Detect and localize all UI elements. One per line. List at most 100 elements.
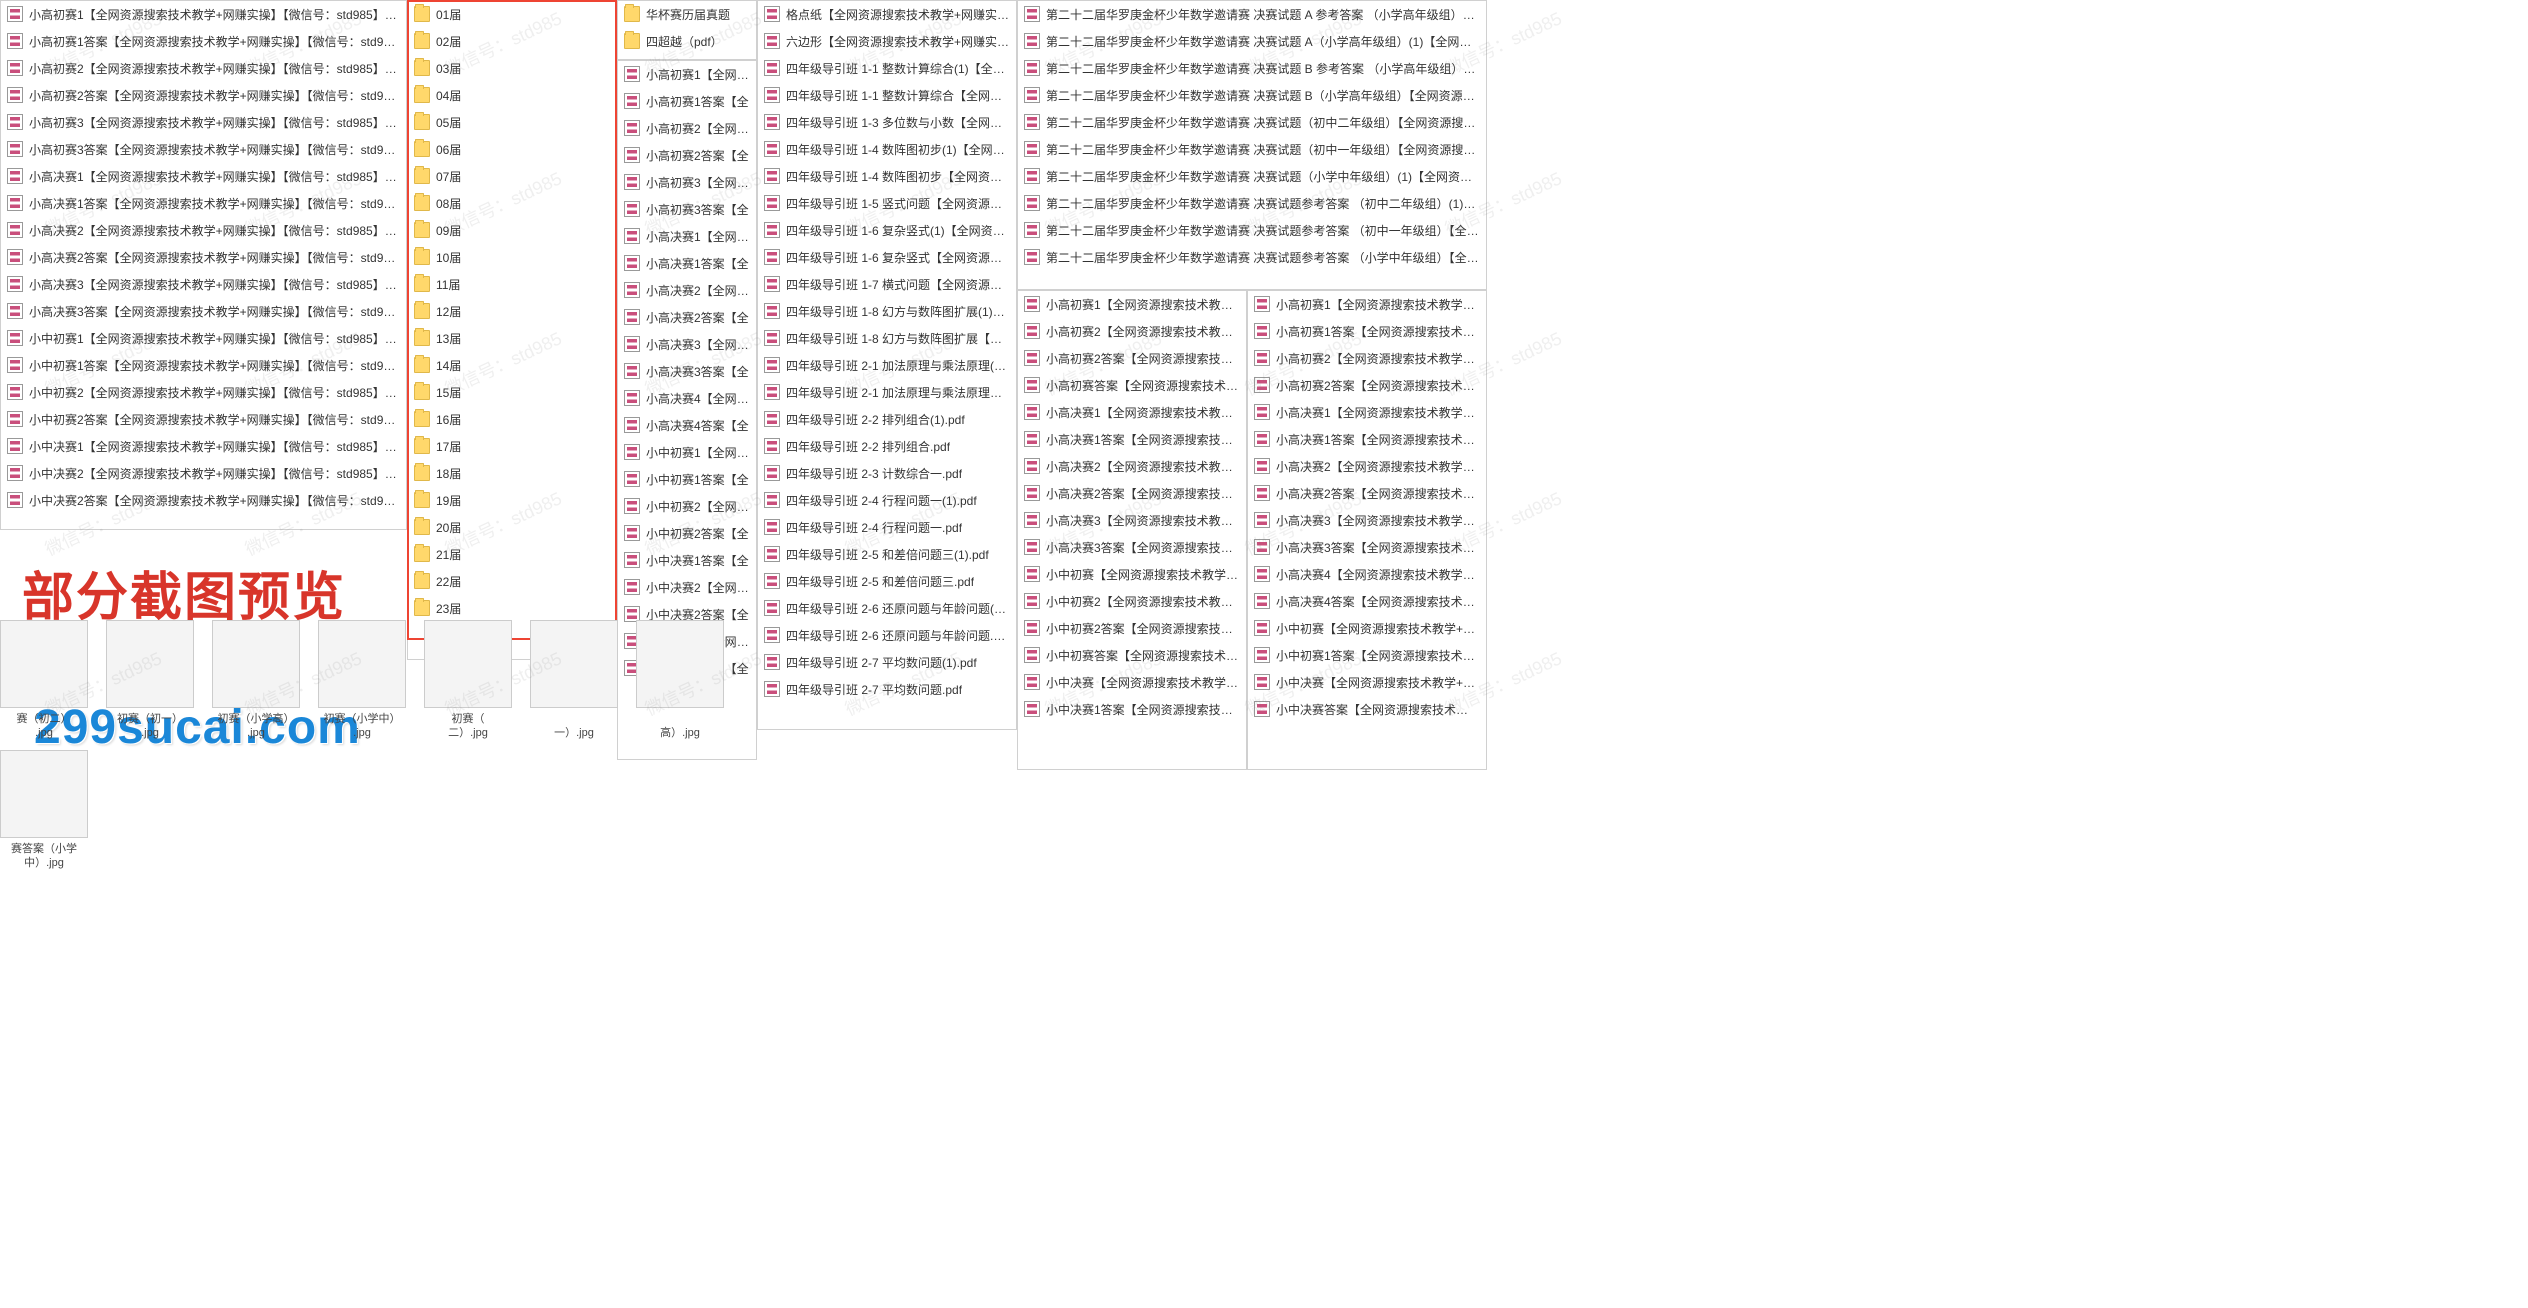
file-item[interactable]: 四年级导引班 1-1 整数计算综合(1)【全网资源搜索技术教 <box>758 55 1016 82</box>
file-item[interactable]: 小高决赛2【全网资源搜索技术教学+网赚实 <box>1018 453 1246 480</box>
folder-item[interactable]: 21届 <box>408 541 616 568</box>
file-item[interactable]: 四年级导引班 1-4 数阵图初步【全网资源搜索技术教学+网 <box>758 163 1016 190</box>
file-item[interactable]: 小高决赛3答案【全 <box>618 358 756 385</box>
file-item[interactable]: 四年级导引班 2-2 排列组合.pdf <box>758 433 1016 460</box>
file-item[interactable]: 第二十二届华罗庚金杯少年数学邀请赛 决赛试题（初中一年级组）【全网资源搜索技术教… <box>1018 136 1486 163</box>
file-item[interactable]: 小高决赛2答案【全网资源搜索技术教学+网赚 <box>1018 480 1246 507</box>
file-item[interactable]: 小中初赛1答案【全网资源搜索技术教学+网赚实操】 <box>1248 642 1486 669</box>
file-item[interactable]: 小中决赛1【全网资源搜索技术教学+网赚实操】【微信号：std985】.pdf <box>1 433 406 460</box>
thumbnail[interactable]: 一）.jpg <box>530 620 618 740</box>
file-item[interactable]: 第二十二届华罗庚金杯少年数学邀请赛 决赛试题参考答案 （初中一年级组）【全网资源… <box>1018 217 1486 244</box>
file-item[interactable]: 四年级导引班 1-5 竖式问题【全网资源搜索技术教学+网 <box>758 190 1016 217</box>
thumbnail[interactable]: 初赛（小学高）.jpg <box>212 620 300 740</box>
file-item[interactable]: 小高初赛1答案【全 <box>618 88 756 115</box>
folder-item[interactable]: 07届 <box>408 163 616 190</box>
file-item[interactable]: 小高初赛1【全网资源搜索技术教学+网赚实操】【微信号：std985】.pdf <box>1 1 406 28</box>
folder-item[interactable]: 22届 <box>408 568 616 595</box>
file-item[interactable]: 小高初赛2【全网资源搜索技术教学+网赚实操】【微信号：std985】.pdf <box>1 55 406 82</box>
folder-item[interactable]: 08届 <box>408 190 616 217</box>
file-item[interactable]: 小高初赛2【全网资源搜索技术教学+网赚实操】【微 <box>1248 345 1486 372</box>
file-item[interactable]: 小高决赛1【全网资源搜索技术教学+网赚实操】【微信号：std985】.pdf <box>1 163 406 190</box>
folder-item[interactable]: 09届 <box>408 217 616 244</box>
file-item[interactable]: 小高初赛2答案【全 <box>618 142 756 169</box>
folder-item[interactable]: 14届 <box>408 352 616 379</box>
thumbnail[interactable]: 高）.jpg <box>636 620 724 740</box>
folder-item[interactable]: 01届 <box>408 1 616 28</box>
file-item[interactable]: 四年级导引班 2-7 平均数问题(1).pdf <box>758 649 1016 676</box>
file-item[interactable]: 小高初赛1【全网资源 <box>618 61 756 88</box>
file-item[interactable]: 四年级导引班 2-6 还原问题与年龄问题.pdf <box>758 622 1016 649</box>
thumbnail[interactable]: 赛（初二）.jpg <box>0 620 88 740</box>
file-item[interactable]: 小高初赛1【全网资源搜索技术教学+网赚实操】【微 <box>1248 291 1486 318</box>
file-item[interactable]: 小高决赛1【全网资源 <box>618 223 756 250</box>
file-item[interactable]: 小中决赛2答案【全网资源搜索技术教学+网赚实操】【微信号：std985】.pdf <box>1 487 406 514</box>
folder-item[interactable]: 16届 <box>408 406 616 433</box>
file-item[interactable]: 小高决赛4【全网资源搜索技术教学+网赚实操】【微 <box>1248 561 1486 588</box>
file-item[interactable]: 第二十二届华罗庚金杯少年数学邀请赛 决赛试题 B（小学高年级组）【全网资源搜索技… <box>1018 82 1486 109</box>
folder-item[interactable]: 四超越（pdf） <box>618 28 756 55</box>
file-item[interactable]: 小中初赛2【全网资源搜索技术教学+网赚实 <box>1018 588 1246 615</box>
file-item[interactable]: 小高初赛1【全网资源搜索技术教学+网赚实 <box>1018 291 1246 318</box>
file-item[interactable]: 小中初赛【全网资源搜索技术教学+网赚实 <box>1018 561 1246 588</box>
file-item[interactable]: 四年级导引班 2-1 加法原理与乘法原理(1)【全网资源 <box>758 352 1016 379</box>
file-item[interactable]: 四年级导引班 2-4 行程问题一.pdf <box>758 514 1016 541</box>
file-item[interactable]: 小高决赛2【全网资源 <box>618 277 756 304</box>
folder-item[interactable]: 03届 <box>408 55 616 82</box>
thumbnail[interactable]: 初赛（初一）.jpg <box>106 620 194 740</box>
file-item[interactable]: 四年级导引班 2-3 计数综合一.pdf <box>758 460 1016 487</box>
file-item[interactable]: 小高决赛1【全网资源搜索技术教学+网赚实 <box>1018 399 1246 426</box>
file-item[interactable]: 四年级导引班 1-6 复杂竖式【全网资源搜索技术教学+网 <box>758 244 1016 271</box>
file-item[interactable]: 小高初赛答案【全网资源搜索技术教学+网赚 <box>1018 372 1246 399</box>
file-item[interactable]: 四年级导引班 1-6 复杂竖式(1)【全网资源搜索技术教学+ <box>758 217 1016 244</box>
file-item[interactable]: 第二十二届华罗庚金杯少年数学邀请赛 决赛试题 A（小学高年级组）(1)【全网资源… <box>1018 28 1486 55</box>
file-item[interactable]: 四年级导引班 2-6 还原问题与年龄问题(1).pdf <box>758 595 1016 622</box>
file-item[interactable]: 四年级导引班 1-8 幻方与数阵图扩展(1)【全网资源搜索 <box>758 298 1016 325</box>
file-item[interactable]: 小高决赛2【全网资源搜索技术教学+网赚实操】【微信号：std985】.pdf <box>1 217 406 244</box>
file-item[interactable]: 第二十二届华罗庚金杯少年数学邀请赛 决赛试题参考答案 （初中二年级组）(1)【全… <box>1018 190 1486 217</box>
folder-item[interactable]: 20届 <box>408 514 616 541</box>
folder-item[interactable]: 19届 <box>408 487 616 514</box>
folder-item[interactable]: 18届 <box>408 460 616 487</box>
file-item[interactable]: 小中初赛2答案【全 <box>618 520 756 547</box>
file-item[interactable]: 小中决赛2【全网资源搜索技术教学+网赚实操】【微信号：std985】.pdf <box>1 460 406 487</box>
file-item[interactable]: 四年级导引班 1-3 多位数与小数【全网资源搜索技术教学 <box>758 109 1016 136</box>
thumbnail[interactable]: 赛答案（小学中）.jpg <box>0 750 88 870</box>
folder-item[interactable]: 华杯赛历届真题 <box>618 1 756 28</box>
file-item[interactable]: 小高决赛4答案【全网资源搜索技术教学+网赚实操】 <box>1248 588 1486 615</box>
file-item[interactable]: 小高初赛2【全网资源搜索技术教学+网赚实 <box>1018 318 1246 345</box>
file-item[interactable]: 小高决赛3答案【全网资源搜索技术教学+网赚 <box>1018 534 1246 561</box>
file-item[interactable]: 小高决赛4答案【全 <box>618 412 756 439</box>
file-item[interactable]: 小中初赛2【全网资源 <box>618 493 756 520</box>
file-item[interactable]: 小高决赛2【全网资源搜索技术教学+网赚实操】【微 <box>1248 453 1486 480</box>
folder-item[interactable]: 11届 <box>408 271 616 298</box>
file-item[interactable]: 小中决赛【全网资源搜索技术教学+网赚实操】【微信 <box>1248 669 1486 696</box>
file-item[interactable]: 四年级导引班 2-5 和差倍问题三(1).pdf <box>758 541 1016 568</box>
file-item[interactable]: 小高决赛1答案【全网资源搜索技术教学+网赚实操】【微信号：std985】.pdf <box>1 190 406 217</box>
file-item[interactable]: 小高决赛3【全网资源 <box>618 331 756 358</box>
file-item[interactable]: 小中初赛2【全网资源搜索技术教学+网赚实操】【微信号：std985】.pdf <box>1 379 406 406</box>
file-item[interactable]: 四年级导引班 1-7 横式问题【全网资源搜索技术教学+网 <box>758 271 1016 298</box>
thumbnail[interactable]: 初赛（二）.jpg <box>424 620 512 740</box>
folder-item[interactable]: 15届 <box>408 379 616 406</box>
file-item[interactable]: 小高决赛3【全网资源搜索技术教学+网赚实操】【微 <box>1248 507 1486 534</box>
file-item[interactable]: 第二十二届华罗庚金杯少年数学邀请赛 决赛试题（小学中年级组）(1)【全网资源搜索… <box>1018 163 1486 190</box>
file-item[interactable]: 小高决赛2答案【全网资源搜索技术教学+网赚实操】 <box>1248 480 1486 507</box>
file-item[interactable]: 第二十二届华罗庚金杯少年数学邀请赛 决赛试题参考答案 （小学中年级组）【全网资源… <box>1018 244 1486 271</box>
file-item[interactable]: 四年级导引班 2-1 加法原理与乘法原理【全网资源 <box>758 379 1016 406</box>
file-item[interactable]: 四年级导引班 2-2 排列组合(1).pdf <box>758 406 1016 433</box>
file-item[interactable]: 小高初赛1答案【全网资源搜索技术教学+网赚实操】 <box>1248 318 1486 345</box>
file-item[interactable]: 小中决赛2【全网资源 <box>618 574 756 601</box>
file-item[interactable]: 小高决赛1【全网资源搜索技术教学+网赚实操】【微 <box>1248 399 1486 426</box>
file-item[interactable]: 第二十二届华罗庚金杯少年数学邀请赛 决赛试题（初中二年级组）【全网资源搜索技术教… <box>1018 109 1486 136</box>
file-item[interactable]: 小高决赛3答案【全网资源搜索技术教学+网赚实操】 <box>1248 534 1486 561</box>
file-item[interactable]: 小中初赛2答案【全网资源搜索技术教学+网赚实操】【微信号：std985】.pdf <box>1 406 406 433</box>
folder-item[interactable]: 12届 <box>408 298 616 325</box>
file-item[interactable]: 小中决赛【全网资源搜索技术教学+网赚实 <box>1018 669 1246 696</box>
file-item[interactable]: 小高初赛2答案【全网资源搜索技术教学+网赚实操】 <box>1248 372 1486 399</box>
folder-item[interactable]: 05届 <box>408 109 616 136</box>
folder-item[interactable]: 17届 <box>408 433 616 460</box>
folder-item[interactable]: 13届 <box>408 325 616 352</box>
file-item[interactable]: 小高决赛3【全网资源搜索技术教学+网赚实 <box>1018 507 1246 534</box>
file-item[interactable]: 小中初赛1【全网资源搜索技术教学+网赚实操】【微信号：std985】.pdf <box>1 325 406 352</box>
file-item[interactable]: 小高初赛3答案【全网资源搜索技术教学+网赚实操】【微信号：std985】.pdf <box>1 136 406 163</box>
